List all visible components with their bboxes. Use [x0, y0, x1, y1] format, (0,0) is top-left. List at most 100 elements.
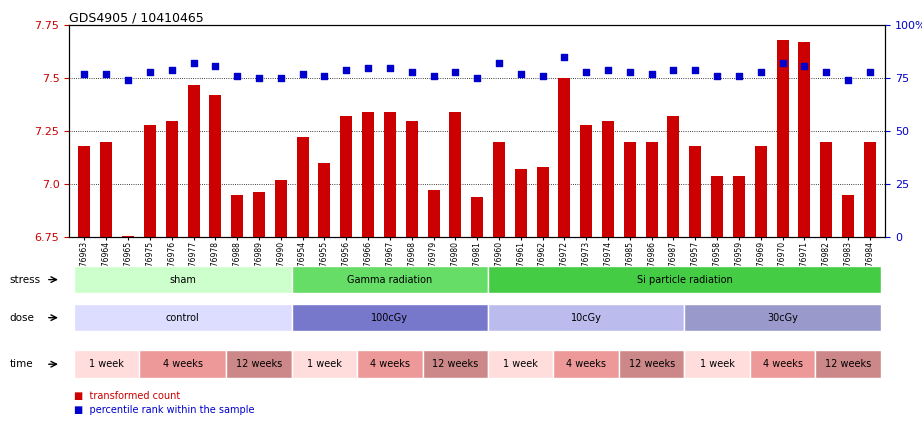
- Bar: [187, 85, 199, 237]
- Bar: [291, 304, 488, 332]
- Bar: [864, 142, 876, 237]
- Point: [208, 62, 223, 69]
- Point: [448, 69, 463, 75]
- Point: [317, 73, 332, 80]
- Point: [797, 62, 811, 69]
- Bar: [755, 146, 767, 237]
- Bar: [253, 192, 265, 237]
- Bar: [209, 95, 221, 237]
- Point: [230, 73, 244, 80]
- Bar: [275, 180, 287, 237]
- Bar: [602, 121, 614, 237]
- Bar: [291, 266, 488, 294]
- Text: 1 week: 1 week: [503, 359, 538, 369]
- Point: [579, 69, 594, 75]
- Bar: [733, 176, 745, 237]
- Point: [252, 75, 266, 82]
- Bar: [357, 350, 422, 378]
- Bar: [798, 42, 810, 237]
- Text: sham: sham: [169, 275, 196, 285]
- Point: [841, 77, 856, 84]
- Point: [295, 71, 310, 77]
- Bar: [624, 142, 636, 237]
- Bar: [318, 163, 330, 237]
- Text: 4 weeks: 4 weeks: [162, 359, 203, 369]
- Bar: [122, 236, 134, 237]
- Bar: [488, 304, 684, 332]
- Point: [775, 60, 790, 67]
- Bar: [100, 142, 112, 237]
- Bar: [488, 266, 881, 294]
- Text: 30cGy: 30cGy: [767, 313, 798, 323]
- Text: 12 weeks: 12 weeks: [629, 359, 675, 369]
- Text: control: control: [166, 313, 199, 323]
- Point: [710, 73, 725, 80]
- Bar: [74, 266, 291, 294]
- Text: 4 weeks: 4 weeks: [370, 359, 410, 369]
- Bar: [711, 176, 723, 237]
- Text: GDS4905 / 10410465: GDS4905 / 10410465: [69, 11, 204, 24]
- Point: [557, 54, 572, 60]
- Point: [491, 60, 506, 67]
- Point: [143, 69, 158, 75]
- Bar: [74, 350, 139, 378]
- Bar: [645, 142, 657, 237]
- Text: 1 week: 1 week: [700, 359, 735, 369]
- Point: [164, 66, 179, 73]
- Point: [514, 71, 528, 77]
- Bar: [514, 169, 526, 237]
- Point: [753, 69, 768, 75]
- Point: [600, 66, 615, 73]
- Bar: [776, 40, 788, 237]
- Point: [731, 73, 746, 80]
- Text: Gamma radiation: Gamma radiation: [348, 275, 432, 285]
- Point: [186, 60, 201, 67]
- Bar: [362, 112, 374, 237]
- Bar: [668, 116, 680, 237]
- Bar: [384, 112, 396, 237]
- Text: 4 weeks: 4 weeks: [566, 359, 607, 369]
- Point: [644, 71, 659, 77]
- Point: [405, 69, 420, 75]
- Text: 12 weeks: 12 weeks: [825, 359, 871, 369]
- Bar: [684, 350, 750, 378]
- Bar: [422, 350, 488, 378]
- Bar: [821, 142, 833, 237]
- Bar: [291, 350, 357, 378]
- Text: 10cGy: 10cGy: [571, 313, 602, 323]
- Bar: [226, 350, 291, 378]
- Text: 1 week: 1 week: [307, 359, 342, 369]
- Text: 100cGy: 100cGy: [372, 313, 408, 323]
- Point: [469, 75, 484, 82]
- Bar: [690, 146, 702, 237]
- Point: [535, 73, 550, 80]
- Bar: [537, 167, 549, 237]
- Bar: [406, 121, 418, 237]
- Text: 1 week: 1 week: [89, 359, 124, 369]
- Bar: [842, 195, 854, 237]
- Point: [274, 75, 289, 82]
- Bar: [340, 116, 352, 237]
- Point: [121, 77, 136, 84]
- Bar: [553, 350, 619, 378]
- Bar: [559, 78, 571, 237]
- Bar: [471, 197, 483, 237]
- Bar: [488, 350, 553, 378]
- Point: [666, 66, 680, 73]
- Bar: [815, 350, 881, 378]
- Text: Si particle radiation: Si particle radiation: [636, 275, 732, 285]
- Text: ■  percentile rank within the sample: ■ percentile rank within the sample: [74, 405, 254, 415]
- Point: [383, 64, 397, 71]
- Bar: [619, 350, 684, 378]
- Bar: [297, 137, 309, 237]
- Point: [819, 69, 833, 75]
- Bar: [449, 112, 461, 237]
- Bar: [493, 142, 505, 237]
- Point: [622, 69, 637, 75]
- Point: [688, 66, 703, 73]
- Bar: [684, 304, 881, 332]
- Bar: [166, 121, 178, 237]
- Bar: [78, 146, 90, 237]
- Point: [77, 71, 92, 77]
- Text: 12 weeks: 12 weeks: [432, 359, 479, 369]
